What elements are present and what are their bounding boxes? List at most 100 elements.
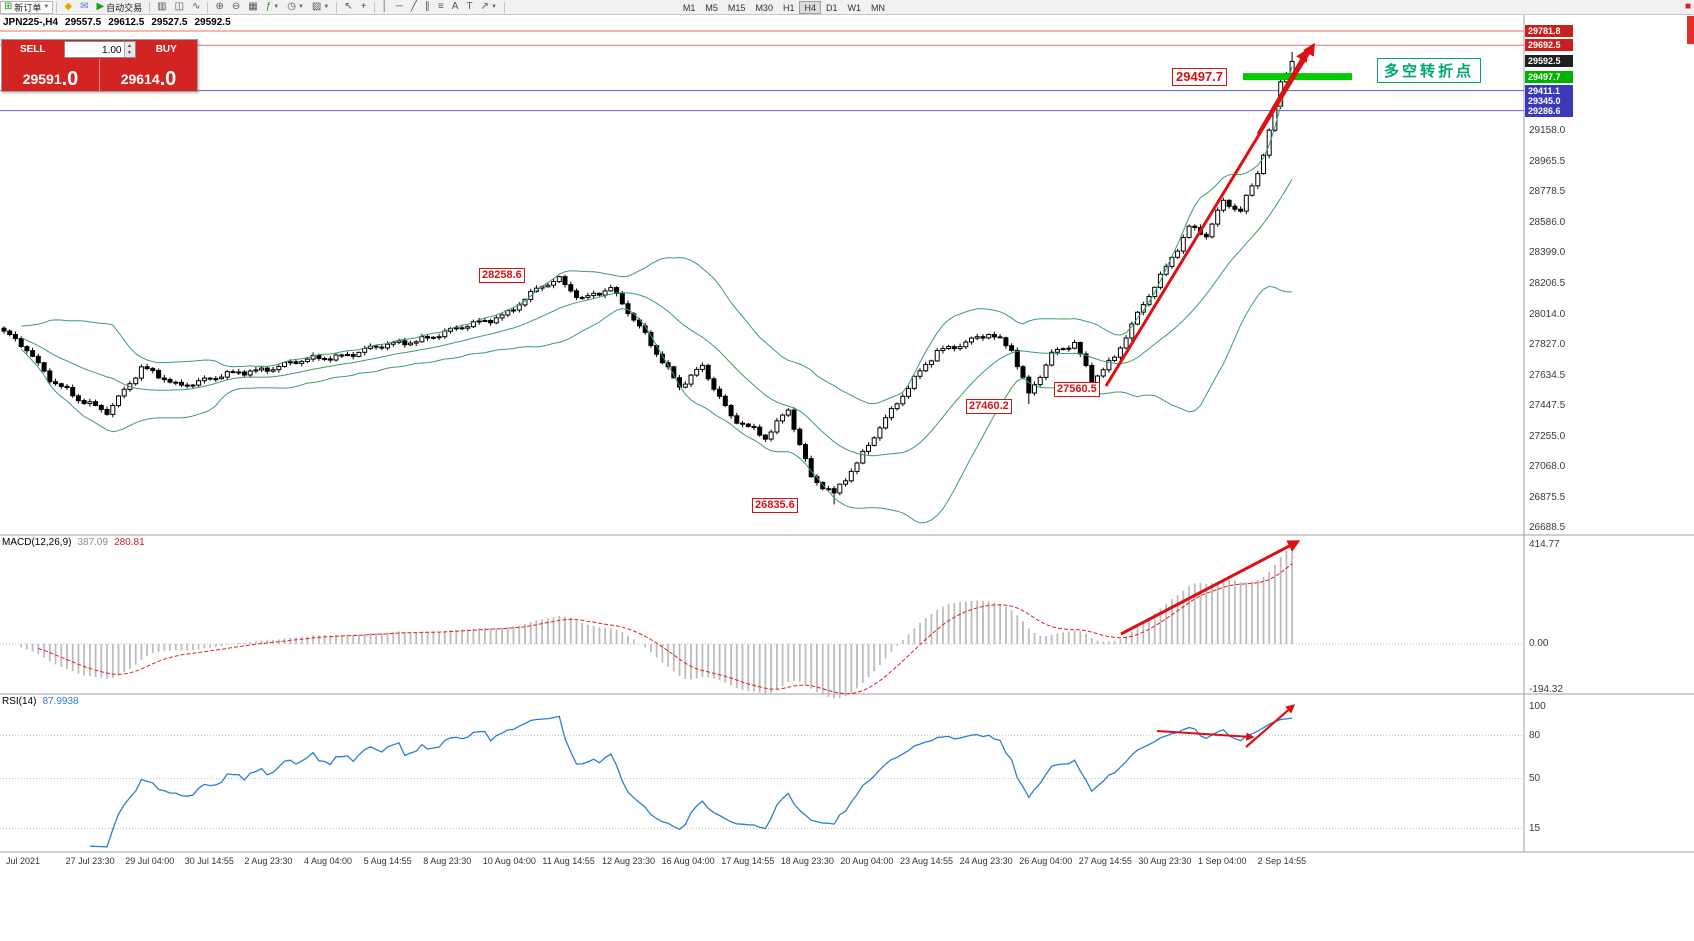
toolbar-separator bbox=[149, 1, 151, 13]
timeframes-toolbar: M1 M5 M15 M30 H1 H4 D1 W1 MN bbox=[678, 0, 890, 14]
volume-spinner: ▲ ▼ bbox=[123, 42, 135, 57]
templates-button[interactable]: ▨ ▼ bbox=[308, 1, 333, 14]
trend-arrow[interactable] bbox=[1256, 48, 1308, 135]
timeframe-W1[interactable]: W1 bbox=[847, 2, 862, 13]
text-icon: A bbox=[451, 1, 459, 12]
tile-windows-icon: ▦ bbox=[248, 1, 258, 12]
label-icon: T bbox=[466, 1, 473, 12]
bar-chart-icon: ▥ bbox=[157, 1, 167, 12]
toolbar-separator bbox=[207, 1, 209, 13]
tile-windows-icon[interactable]: ▦ bbox=[244, 1, 261, 14]
dropdown-caret-icon: ▼ bbox=[490, 4, 497, 10]
mql5-community-icon[interactable]: ◆ bbox=[60, 1, 76, 14]
ohlc-low: 29527.5 bbox=[151, 17, 188, 28]
volume-input[interactable]: 1.00 ▲ ▼ bbox=[63, 41, 136, 58]
timeframe-D1[interactable]: D1 bbox=[825, 2, 838, 13]
candlestick-chart-icon[interactable]: ◫ bbox=[171, 1, 188, 14]
bollinger-bands bbox=[20, 66, 1293, 524]
main-toolbar: ⊞ 新订单 ▼ ◆ ✉ ▶ 自动交易 ▥ ◫ ∿ ⊕ ⊖ ▦ ƒ ▼ ◷ ▼ ▨ ▼ ↖ + │ ─ ╱ ∥ ≡ A T ↗ ▼ M1 M5… bbox=[0, 0, 1694, 15]
cursor-icon: ↖ bbox=[344, 1, 353, 12]
dropdown-caret-icon: ▼ bbox=[297, 4, 304, 10]
text-icon[interactable]: A bbox=[448, 1, 463, 14]
line-chart-icon[interactable]: ∿ bbox=[188, 1, 204, 14]
timeframe-M30[interactable]: M30 bbox=[755, 2, 773, 13]
autotrading-button[interactable]: ▶ 自动交易 bbox=[92, 1, 146, 14]
timeframe-H1[interactable]: H1 bbox=[782, 2, 795, 13]
rsi-value: 87.9938 bbox=[42, 696, 79, 707]
new-order-button-label: 新订单 bbox=[14, 2, 42, 13]
templates-icon: ▨ bbox=[311, 1, 322, 12]
mql5-community-icon: ◆ bbox=[64, 1, 73, 12]
new-order-button[interactable]: ⊞ 新订单 ▼ bbox=[0, 0, 54, 14]
crosshair-icon[interactable]: + bbox=[357, 1, 371, 14]
toolbar-separator bbox=[503, 1, 505, 13]
trendline-icon: ╱ bbox=[410, 1, 417, 12]
horizontal-line-icon: ─ bbox=[395, 1, 403, 12]
timeframe-M15[interactable]: M15 bbox=[727, 2, 746, 13]
vertical-line-icon[interactable]: │ bbox=[378, 1, 392, 14]
arrows-tool-button[interactable]: ↗ ▼ bbox=[477, 1, 501, 14]
buy-price-main: 29614 bbox=[120, 71, 160, 87]
macd-indicator-label: MACD(12,26,9) 387.09 280.81 bbox=[2, 537, 145, 548]
trend-arrow[interactable] bbox=[1120, 540, 1301, 636]
bar-chart-icon[interactable]: ▥ bbox=[153, 1, 170, 14]
horizontal-line-icon[interactable]: ─ bbox=[392, 1, 407, 14]
label-icon[interactable]: T bbox=[462, 1, 476, 14]
channel-icon[interactable]: ∥ bbox=[421, 1, 434, 14]
timeframe-H4[interactable]: H4 bbox=[799, 0, 821, 14]
ohlc-close: 29592.5 bbox=[194, 17, 231, 28]
toolbar-separator bbox=[56, 1, 58, 13]
channel-icon: ∥ bbox=[424, 1, 430, 12]
rsi-line bbox=[89, 715, 1293, 848]
sell-price-frac: .0 bbox=[61, 68, 79, 90]
fibonacci-icon: ≡ bbox=[437, 1, 444, 12]
crosshair-icon: + bbox=[360, 1, 367, 12]
vertical-line-icon: │ bbox=[381, 1, 388, 12]
zoom-out-icon: ⊖ bbox=[231, 1, 241, 12]
sell-price-main: 29591 bbox=[22, 71, 62, 87]
volume-increase-button[interactable]: ▲ bbox=[124, 42, 135, 50]
indicators-button[interactable]: ƒ ▼ bbox=[262, 1, 284, 14]
ohlc-open: 29557.5 bbox=[65, 17, 102, 28]
volume-decrease-button[interactable]: ▼ bbox=[124, 49, 135, 57]
candlesticks bbox=[1, 51, 1295, 505]
zoom-in-icon[interactable]: ⊕ bbox=[211, 1, 227, 14]
zoom-in-icon: ⊕ bbox=[215, 1, 224, 12]
sell-price[interactable]: 29591.0 bbox=[2, 59, 100, 91]
timeframe-M1[interactable]: M1 bbox=[682, 2, 696, 13]
periods-button[interactable]: ◷ ▼ bbox=[283, 1, 308, 14]
toolbar-separator bbox=[373, 1, 375, 13]
new-order-icon: ⊞ bbox=[4, 1, 13, 12]
timeframe-MN[interactable]: MN bbox=[871, 2, 885, 13]
buy-price-frac: .0 bbox=[159, 68, 177, 90]
indicators-icon: ƒ bbox=[265, 1, 272, 12]
autotrading-play-icon: ▶ bbox=[96, 1, 105, 12]
toolbar-buttons: ⊞ 新订单 ▼ ◆ ✉ ▶ 自动交易 ▥ ◫ ∿ ⊕ ⊖ ▦ ƒ ▼ ◷ ▼ ▨ ▼ ↖ + │ ─ ╱ ∥ ≡ A T ↗ ▼ bbox=[0, 0, 508, 14]
fibonacci-icon[interactable]: ≡ bbox=[434, 1, 448, 14]
macd-signal-line bbox=[38, 563, 1293, 695]
symbol-name: JPN225-,H4 bbox=[3, 17, 59, 28]
sell-button[interactable]: SELL bbox=[19, 44, 46, 55]
messages-icon: ✉ bbox=[80, 1, 89, 12]
macd-signal-value: 280.81 bbox=[114, 537, 145, 548]
buy-price[interactable]: 29614.0 bbox=[100, 59, 197, 91]
toolbar-separator bbox=[336, 1, 338, 13]
trend-arrow[interactable] bbox=[1245, 704, 1296, 748]
window-edge-red-strip bbox=[1687, 16, 1694, 44]
arrow-tool-icon: ↗ bbox=[480, 1, 489, 12]
messages-icon[interactable]: ✉ bbox=[76, 1, 92, 14]
zoom-out-icon[interactable]: ⊖ bbox=[228, 1, 244, 14]
alert-icon[interactable]: ■ bbox=[1684, 1, 1691, 12]
ohlc-high: 29612.5 bbox=[108, 17, 145, 28]
support-zone-line[interactable] bbox=[1243, 73, 1352, 81]
trend-arrow[interactable] bbox=[1156, 730, 1255, 741]
line-chart-icon: ∿ bbox=[192, 1, 201, 12]
macd-histogram bbox=[20, 545, 1293, 699]
cursor-icon[interactable]: ↖ bbox=[340, 1, 356, 14]
trend-arrow[interactable] bbox=[1104, 42, 1315, 387]
buy-button[interactable]: BUY bbox=[155, 44, 177, 55]
timeframe-M5[interactable]: M5 bbox=[705, 2, 718, 13]
trendline-icon[interactable]: ╱ bbox=[407, 1, 421, 14]
